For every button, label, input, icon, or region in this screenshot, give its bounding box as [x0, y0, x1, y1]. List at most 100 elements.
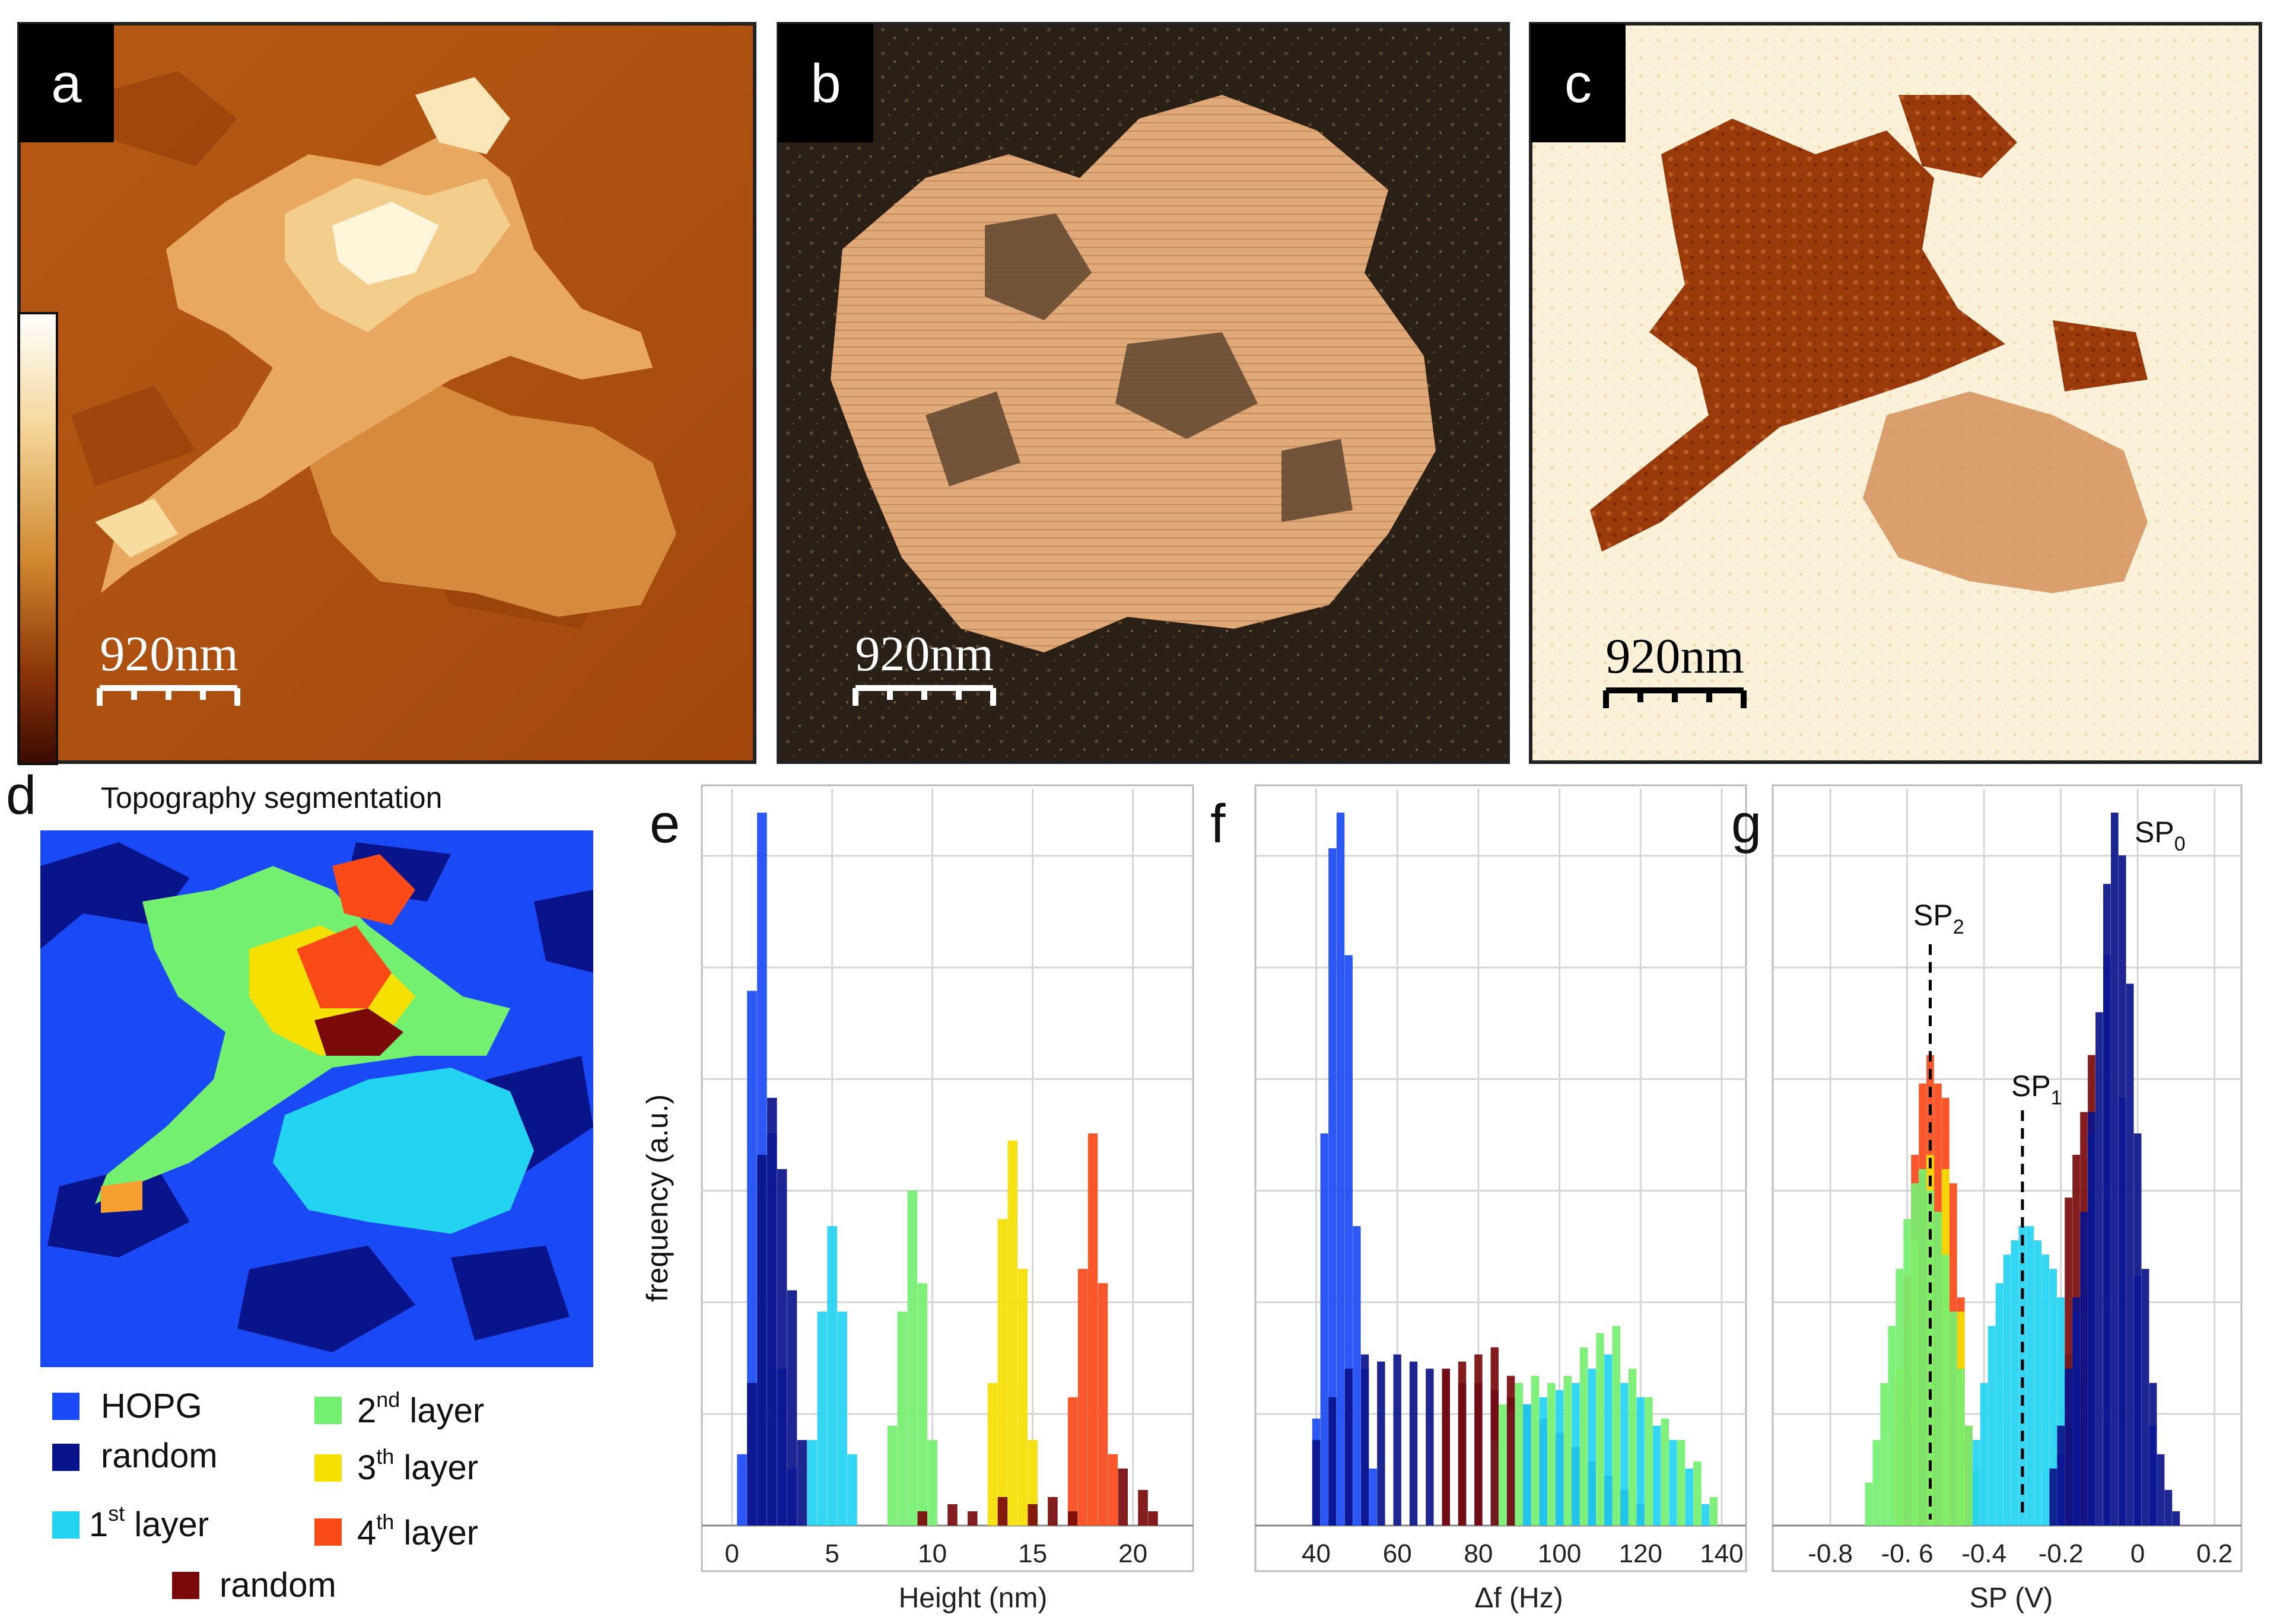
bar-g-3-1 [1980, 1383, 1988, 1526]
scale-bar-label-a: 920nm [100, 626, 238, 682]
legend-swatch-hopg [52, 1393, 79, 1420]
afm-step-a [95, 498, 178, 558]
bar-g-6-10 [2126, 983, 2134, 1526]
bar-e-5-0 [1067, 1397, 1078, 1526]
legend-swatch-layer1 [52, 1511, 79, 1539]
bar-f-1-6 [1409, 1361, 1418, 1526]
panel-label-g: g [1731, 794, 1761, 854]
bar-f-2-3 [1539, 1397, 1547, 1526]
tick-label-f: 40 [1302, 1539, 1331, 1568]
kpfm-layer1-c [1863, 391, 2148, 593]
tick-label-g: -0. 6 [1881, 1539, 1933, 1568]
bar-g-3-3 [1995, 1283, 2003, 1526]
tick-label-e: 0 [724, 1539, 739, 1568]
tick-label-g: -0.2 [2039, 1539, 2084, 1568]
panel-label-box-c [1531, 24, 1626, 142]
bar-g-6-16 [2172, 1511, 2180, 1526]
bar-g-2-1 [1872, 1440, 1881, 1526]
bar-e-2-0 [807, 1440, 818, 1526]
legend-label-layer3: 3th layer [357, 1444, 478, 1487]
panel-c: c 920nm [1529, 22, 2262, 764]
histogram-plot-f: 40 60 80 100 120 140 [1255, 789, 1746, 1568]
panel-label-c: c [1564, 53, 1592, 114]
bar-f-2-12 [1685, 1468, 1694, 1526]
bar-f-0-1 [1320, 1133, 1328, 1526]
bar-f-3-7 [1612, 1326, 1620, 1526]
bar-g-6-8 [2110, 813, 2119, 1526]
bar-f-3-3 [1547, 1383, 1556, 1526]
bar-f-4-4 [1506, 1375, 1515, 1526]
bar-f-1-7 [1426, 1368, 1434, 1526]
bar-g-6-1 [2057, 1425, 2065, 1526]
bar-g-6-5 [2088, 1112, 2095, 1526]
bar-g-6-2 [2065, 1368, 2072, 1526]
bar-f-3-2 [1531, 1375, 1540, 1526]
panel-label-box-a [19, 24, 114, 142]
bar-f-2-7 [1604, 1354, 1613, 1526]
bar-f-2-13 [1701, 1504, 1710, 1526]
bar-g-2-12 [1957, 1368, 1965, 1526]
tick-label-f: 80 [1464, 1539, 1493, 1568]
bar-f-1-2 [1344, 1368, 1353, 1526]
bar-e-2-4 [847, 1454, 857, 1526]
x-axis-label-g: SP (V) [1970, 1582, 2053, 1614]
bar-g-2-2 [1880, 1383, 1888, 1526]
bar-f-0-5 [1353, 1226, 1361, 1526]
legend-swatch-layer3 [314, 1454, 342, 1482]
bar-e-6-3 [997, 1496, 1008, 1526]
bar-g-3-2 [1987, 1326, 1996, 1526]
panel-f: 40 60 80 100 120 140 f Δf (Hz) [1210, 784, 1747, 1614]
legend-swatch-layer2 [314, 1397, 342, 1424]
bar-f-4-2 [1474, 1354, 1483, 1526]
bar-g-3-0 [1972, 1440, 1980, 1526]
bar-f-4-3 [1490, 1347, 1499, 1526]
panel-label-e: e [650, 794, 680, 854]
bar-e-2-2 [827, 1226, 837, 1526]
bar-g-2-10 [1942, 1254, 1950, 1526]
bar-g-3-10 [2049, 1269, 2057, 1526]
bar-g-2-0 [1865, 1482, 1873, 1526]
bar-e-6-5 [1048, 1496, 1058, 1526]
panel-a: a 920nm [17, 22, 756, 765]
bar-f-1-1 [1328, 1397, 1337, 1526]
bar-e-5-1 [1077, 1269, 1088, 1526]
bar-e-1-5 [797, 1440, 807, 1526]
phase-domains-b [926, 214, 1353, 522]
kpfm-island-c [1898, 95, 2148, 391]
bar-f-3-4 [1563, 1375, 1572, 1526]
tick-label-g: -0.4 [1961, 1539, 2006, 1568]
bar-e-1-2 [767, 1097, 777, 1526]
bar-e-6-2 [967, 1511, 978, 1526]
tick-label-g: 0 [2130, 1539, 2145, 1568]
bar-e-5-3 [1098, 1283, 1108, 1526]
panel-e: 0 5 10 15 20 e frequency (a.u.) Height (nm) [641, 784, 1194, 1614]
bar-e-0-0 [737, 1454, 747, 1526]
bar-f-3-10 [1661, 1418, 1669, 1526]
bar-f-3-6 [1596, 1333, 1604, 1526]
bar-f-1-4 [1377, 1361, 1385, 1526]
bar-e-6-9 [1148, 1511, 1158, 1526]
legend-item-hopg: HOPG [52, 1387, 202, 1425]
color-scale-bar [18, 312, 58, 765]
legend-item-layer2: 2nd layer [314, 1387, 484, 1430]
bar-g-6-11 [2133, 1133, 2142, 1526]
bar-e-4-3 [1017, 1269, 1028, 1526]
bar-e-1-3 [777, 1169, 787, 1526]
segment-layer3-edge [101, 1180, 142, 1213]
bar-f-3-12 [1693, 1461, 1702, 1526]
legend-item-random-dark: random [52, 1437, 218, 1475]
tick-label-e: 5 [825, 1539, 839, 1568]
bar-e-1-0 [747, 1383, 757, 1526]
bar-f-1-5 [1393, 1354, 1401, 1526]
segment-random-red [314, 1008, 403, 1056]
tick-label-f: 120 [1619, 1539, 1662, 1568]
afm-layer2-a [101, 130, 653, 593]
tick-label-f: 60 [1383, 1539, 1412, 1568]
bar-g-2-3 [1888, 1326, 1896, 1526]
scale-bar-a [97, 685, 240, 706]
tick-label-g: -0.8 [1808, 1539, 1853, 1568]
bar-f-3-5 [1579, 1347, 1588, 1526]
bar-f-2-11 [1669, 1440, 1677, 1526]
legend-label-layer4: 4th layer [357, 1510, 478, 1552]
bar-f-3-9 [1645, 1397, 1653, 1526]
